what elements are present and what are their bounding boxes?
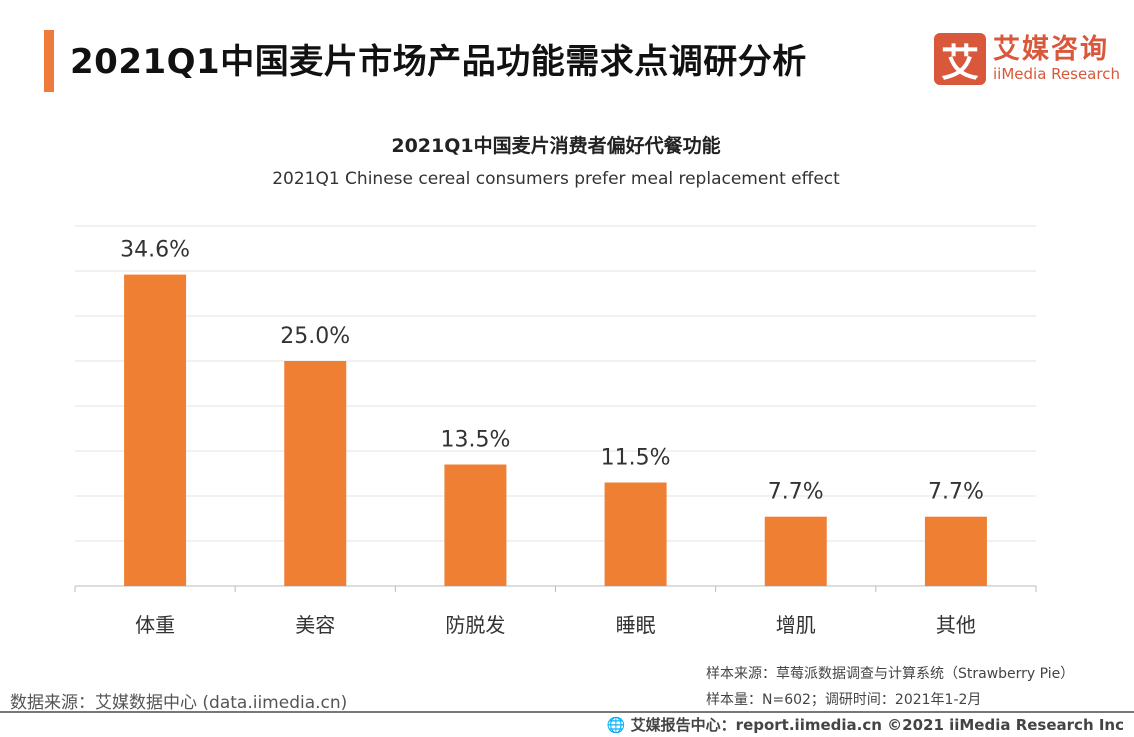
x-tick-label: 体重 <box>135 613 175 637</box>
logo-mark: 艾 <box>934 33 986 85</box>
data-label: 7.7% <box>928 480 984 505</box>
x-tick-label: 其他 <box>936 613 976 637</box>
x-tick-label: 防脱发 <box>445 613 505 637</box>
footer-copyright: 🌐 艾媒报告中心：report.iimedia.cn ©2021 iiMedia… <box>606 716 1124 734</box>
bar <box>444 464 507 586</box>
x-tick-label: 增肌 <box>776 613 816 637</box>
bar <box>764 516 827 586</box>
bar <box>124 274 187 586</box>
sample-source: 样本来源：草莓派数据调查与计算系统（Strawberry Pie） <box>706 666 1075 682</box>
title-accent-bar <box>44 30 54 92</box>
bar <box>924 516 987 586</box>
x-tick-label: 睡眠 <box>616 613 656 637</box>
footer-divider <box>0 711 1134 713</box>
data-label: 11.5% <box>601 446 671 471</box>
page-title: 2021Q1中国麦片市场产品功能需求点调研分析 <box>70 42 807 82</box>
logo-en: iiMedia Research <box>993 65 1120 83</box>
chart-title: 2021Q1中国麦片消费者偏好代餐功能 <box>391 135 721 157</box>
chart-subtitle: 2021Q1 Chinese cereal consumers prefer m… <box>272 169 840 189</box>
data-source: 数据来源：艾媒数据中心 (data.iimedia.cn) <box>10 693 348 713</box>
data-label: 7.7% <box>768 480 824 505</box>
data-label: 13.5% <box>440 428 510 453</box>
bar <box>284 361 347 586</box>
data-label: 34.6% <box>120 238 190 263</box>
iimedia-logo: 艾 艾媒咨询 iiMedia Research <box>934 33 1120 85</box>
logo-cn: 艾媒咨询 <box>993 34 1109 65</box>
data-label: 25.0% <box>280 324 350 349</box>
sample-size: 样本量：N=602；调研时间：2021年1-2月 <box>706 692 982 708</box>
bar <box>604 482 667 586</box>
x-tick-label: 美容 <box>295 613 335 637</box>
